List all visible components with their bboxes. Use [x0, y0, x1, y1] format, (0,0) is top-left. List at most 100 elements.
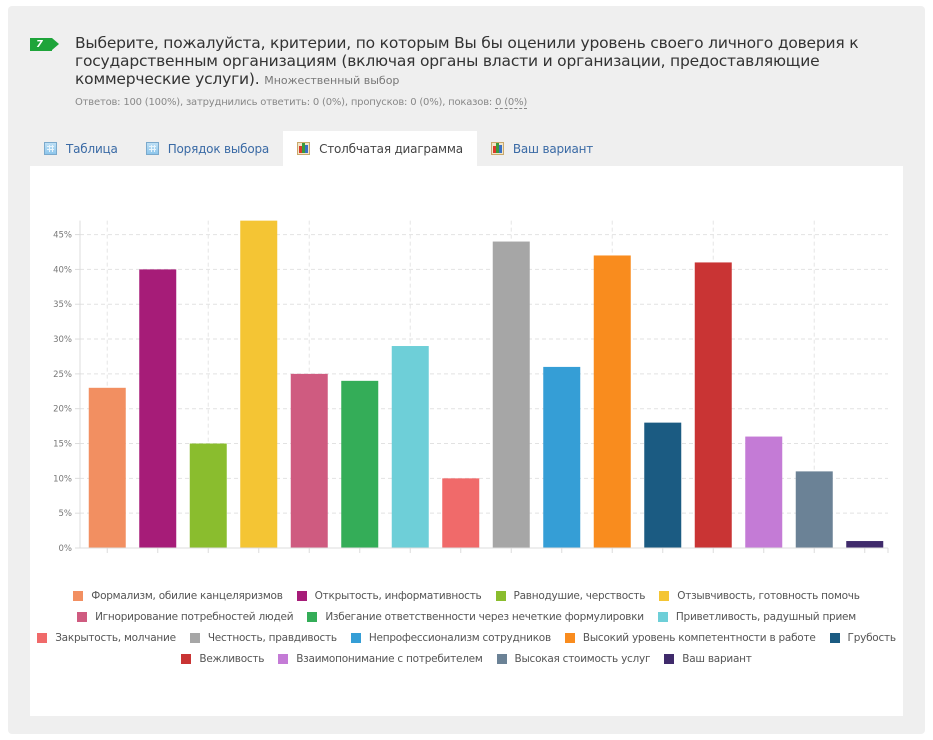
tab-bar-chart[interactable]: Столбчатая диаграмма — [283, 131, 477, 166]
table-icon — [44, 142, 57, 155]
legend-item[interactable]: Высокий уровень компетентности в работе — [564, 631, 816, 644]
legend-row: Игнорирование потребностей людей Избегани… — [40, 606, 893, 627]
bar[interactable] — [290, 373, 328, 548]
legend-label: Закрытость, молчание — [55, 631, 176, 644]
y-tick-label: 10% — [53, 474, 72, 484]
y-axis-ticks: 0% 5% 10% 15% 20% 25% 30% 35% 40% 45% — [53, 231, 80, 554]
question-title: Выберите, пожалуйста, критерии, по котор… — [75, 34, 910, 90]
y-tick-label: 0% — [59, 544, 73, 554]
bar[interactable] — [846, 541, 884, 548]
legend-label: Высокий уровень компетентности в работе — [582, 631, 816, 644]
legend-row: Формализм, обилие канцеляризмов Открытост… — [40, 585, 893, 606]
legend-swatch — [659, 590, 670, 601]
legend-swatch — [77, 611, 88, 622]
legend-swatch — [564, 632, 575, 643]
bar-chart-icon — [490, 142, 504, 155]
legend-label: Грубость — [847, 631, 897, 644]
bar[interactable] — [644, 422, 682, 548]
legend-item[interactable]: Приветливость, радушный прием — [657, 610, 856, 623]
legend-row: Вежливость Взаимопонимание с потребителем… — [40, 648, 893, 669]
bar[interactable] — [139, 269, 177, 548]
legend-swatch — [307, 611, 318, 622]
tab-selection-order[interactable]: Порядок выбора — [132, 131, 283, 166]
legend-item[interactable]: Грубость — [829, 631, 897, 644]
legend-label: Взаимопонимание с потребителем — [296, 652, 483, 665]
table-icon — [145, 142, 159, 155]
response-stats: Ответов: 100 (100%), затруднились ответи… — [75, 97, 528, 109]
tab-label: Таблица — [66, 141, 118, 156]
legend-item[interactable]: Вежливость — [181, 653, 264, 665]
response-stats-text: Ответов: 100 (100%), затруднились ответи… — [75, 97, 496, 108]
tab-label: Порядок выбора — [167, 141, 270, 156]
axes — [79, 220, 889, 553]
bar[interactable] — [88, 387, 126, 548]
legend-label: Отзывчивость, готовность помочь — [677, 589, 860, 602]
legend-swatch — [296, 590, 307, 601]
legend-item[interactable]: Честность, правдивость — [189, 631, 337, 644]
legend-swatch — [37, 632, 48, 643]
y-tick-label: 30% — [53, 335, 72, 345]
legend-item[interactable]: Отзывчивость, готовность помочь — [659, 590, 860, 602]
chart-legend: Формализм, обилие канцеляризмов Открытост… — [37, 585, 897, 669]
legend-item[interactable]: Ваш вариант — [664, 652, 752, 665]
legend-swatch — [829, 632, 840, 643]
y-tick-label: 25% — [53, 370, 72, 380]
legend-item[interactable]: Равнодушие, черствость — [495, 589, 646, 602]
bar[interactable] — [391, 346, 429, 548]
view-tabs: Таблица Порядок выбора Столбчатая диагра… — [30, 131, 607, 166]
y-tick-label: 45% — [53, 231, 72, 241]
legend-item[interactable]: Непрофессионализм сотрудников — [350, 631, 551, 644]
legend-swatch — [350, 632, 361, 643]
legend-label: Избегание ответственности через нечеткие… — [325, 610, 644, 623]
legend-item[interactable]: Высокая стоимость услуг — [496, 652, 651, 665]
legend-item[interactable]: Закрытость, молчание — [37, 632, 176, 644]
legend-label: Открытость, информативность — [314, 589, 482, 602]
legend-label: Вежливость — [199, 652, 265, 665]
tab-your-variant[interactable]: Ваш вариант — [477, 131, 607, 166]
legend-swatch — [181, 653, 192, 664]
y-tick-label: 40% — [53, 265, 72, 275]
tab-table[interactable]: Таблица — [30, 131, 132, 166]
legend-item[interactable]: Открытость, информативность — [296, 589, 482, 602]
bar[interactable] — [745, 436, 783, 548]
legend-swatch — [657, 611, 668, 622]
question-type-label: Множественный выбор — [264, 74, 400, 87]
bar[interactable] — [492, 241, 530, 549]
impressions-link[interactable]: 0 (0%) — [495, 97, 528, 109]
legend-swatch — [189, 632, 200, 643]
legend-label: Формализм, обилие канцеляризмов — [91, 589, 283, 602]
legend-item[interactable]: Формализм, обилие канцеляризмов — [73, 589, 283, 602]
legend-item[interactable]: Избегание ответственности через нечеткие… — [307, 611, 644, 623]
bar[interactable] — [240, 220, 278, 548]
legend-label: Приветливость, радушный прием — [675, 610, 856, 623]
bar[interactable] — [694, 262, 732, 548]
legend-row: Закрытость, молчание Честность, правдивос… — [37, 627, 897, 648]
tab-label: Ваш вариант — [512, 141, 594, 156]
bars — [88, 220, 884, 549]
legend-label: Ваш вариант — [682, 652, 752, 665]
question-text: Выберите, пожалуйста, критерии, по котор… — [75, 34, 859, 88]
legend-label: Игнорирование потребностей людей — [95, 610, 294, 623]
tab-label: Столбчатая диаграмма — [319, 141, 463, 156]
bar[interactable] — [442, 478, 480, 548]
legend-item[interactable]: Взаимопонимание с потребителем — [278, 652, 483, 665]
y-tick-label: 35% — [53, 300, 72, 310]
y-tick-label: 5% — [59, 509, 73, 519]
legend-label: Честность, правдивость — [207, 631, 337, 644]
legend-label: Равнодушие, черствость — [513, 589, 646, 602]
legend-label: Непрофессионализм сотрудников — [368, 631, 551, 644]
legend-swatch — [73, 590, 84, 601]
bar[interactable] — [795, 471, 833, 548]
bar[interactable] — [341, 380, 379, 548]
bar[interactable] — [189, 443, 227, 548]
legend-swatch — [278, 653, 289, 664]
legend-item[interactable]: Игнорирование потребностей людей — [77, 610, 294, 623]
bar[interactable] — [543, 366, 581, 548]
bar[interactable] — [593, 255, 631, 548]
y-tick-label: 20% — [53, 405, 72, 415]
legend-swatch — [495, 590, 506, 601]
bar-chart-icon — [297, 142, 311, 155]
y-tick-label: 15% — [53, 440, 72, 450]
legend-label: Высокая стоимость услуг — [514, 652, 651, 665]
